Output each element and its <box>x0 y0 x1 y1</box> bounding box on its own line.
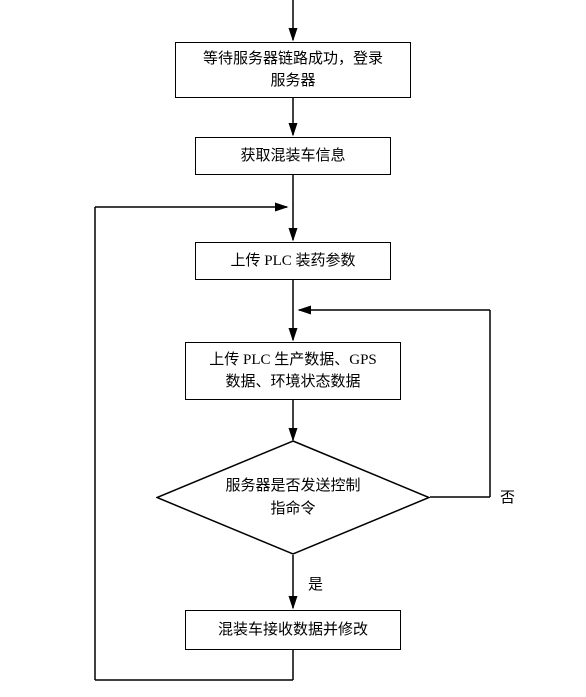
decision-server-command-label: 服务器是否发送控制指命令 <box>156 440 430 555</box>
process-get-truck-info-label: 获取混装车信息 <box>240 145 345 168</box>
process-upload-plc-params: 上传 PLC 装药参数 <box>195 242 391 280</box>
decision-yes-label: 是 <box>308 573 323 594</box>
process-wait-login-label: 等待服务器链路成功，登录服务器 <box>203 48 383 93</box>
process-get-truck-info: 获取混装车信息 <box>195 137 391 175</box>
process-receive-modify-label: 混装车接收数据并修改 <box>218 619 368 642</box>
decision-no-label: 否 <box>500 486 515 507</box>
process-upload-plc-params-label: 上传 PLC 装药参数 <box>230 250 355 273</box>
process-receive-modify: 混装车接收数据并修改 <box>185 610 401 650</box>
process-upload-data-label: 上传 PLC 生产数据、GPS数据、环境状态数据 <box>209 349 377 394</box>
process-upload-data: 上传 PLC 生产数据、GPS数据、环境状态数据 <box>185 342 401 400</box>
decision-server-command: 服务器是否发送控制指命令 <box>156 440 430 555</box>
process-wait-login: 等待服务器链路成功，登录服务器 <box>175 42 411 98</box>
